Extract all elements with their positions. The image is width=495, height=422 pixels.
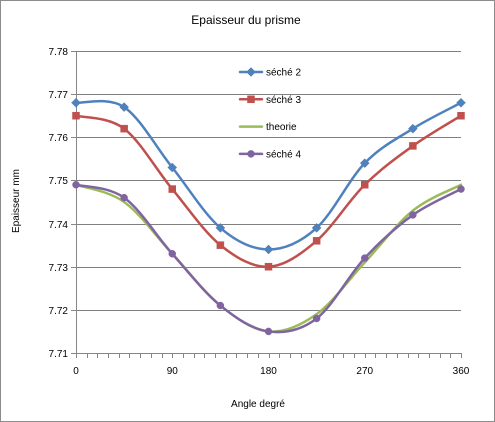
series-seche-4 xyxy=(72,180,465,336)
series-seche-4-point-0 xyxy=(72,180,80,189)
x-tick-label-4: 360 xyxy=(453,366,470,377)
series-seche-4-point-4 xyxy=(264,327,273,336)
y-tick-label-3: 7.74 xyxy=(49,220,69,231)
series-seche-2-point-5 xyxy=(311,223,322,233)
series-seche-2 xyxy=(71,97,466,255)
series-seche-4-point-6 xyxy=(361,254,369,262)
y-axis: 7.71 7.72 7.73 7.74 7.75 7.76 7.77 7.78 xyxy=(49,47,77,360)
x-axis-title: Angle degré xyxy=(231,399,285,410)
legend-marker-seche-2 xyxy=(246,67,256,77)
y-tick-label-0: 7.71 xyxy=(49,349,69,360)
series-seche-3-point-3 xyxy=(216,241,225,249)
y-tick-label-5: 7.76 xyxy=(49,133,69,144)
legend-marker-seche-3 xyxy=(247,95,255,104)
legend-label-seche-2: séché 2 xyxy=(266,68,301,79)
legend-entry-theorie: theorie xyxy=(238,122,297,133)
series-seche-2-point-4 xyxy=(263,244,274,255)
series-seche-2-point-1 xyxy=(119,102,129,112)
series-seche-2-point-6 xyxy=(359,158,370,169)
series-seche-3 xyxy=(72,111,465,271)
series-seche-2-point-2 xyxy=(167,162,178,173)
y-tick-label-4: 7.75 xyxy=(49,176,69,187)
series-seche-4-point-1 xyxy=(120,193,128,202)
series-seche-3-point-1 xyxy=(120,124,128,133)
legend-entry-seche-4: séché 4 xyxy=(238,149,301,160)
series-seche-2-point-3 xyxy=(215,223,226,233)
series-seche-3-point-4 xyxy=(264,262,273,271)
series-seche-2-point-7 xyxy=(408,123,418,134)
chart-title: Epaisseur du prisme xyxy=(191,13,301,27)
legend-entry-seche-3: séché 3 xyxy=(238,95,301,106)
x-tick-label-0: 0 xyxy=(73,366,79,377)
y-tick-label-2: 7.73 xyxy=(49,263,69,274)
legend-label-seche-4: séché 4 xyxy=(266,149,301,160)
series-seche-4-point-2 xyxy=(168,250,176,258)
legend-marker-seche-4 xyxy=(247,150,255,158)
series-seche-3-point-6 xyxy=(361,180,369,189)
x-tick-label-3: 270 xyxy=(356,366,373,377)
series-seche-3-point-8 xyxy=(457,111,465,120)
legend-label-seche-3: séché 3 xyxy=(266,95,301,106)
gridlines xyxy=(76,51,461,311)
plot-series xyxy=(71,97,466,336)
series-seche-4-point-3 xyxy=(216,301,225,310)
y-tick-label-6: 7.77 xyxy=(49,90,69,101)
legend: séché 2 séché 3 theorie séché 4 xyxy=(238,67,301,160)
x-tick-label-1: 90 xyxy=(167,366,179,377)
legend-entry-seche-2: séché 2 xyxy=(238,67,301,79)
series-seche-2-point-8 xyxy=(456,97,466,108)
y-tick-label-7: 7.78 xyxy=(49,47,69,58)
series-seche-3-point-5 xyxy=(312,237,321,245)
series-seche-4-point-7 xyxy=(409,211,417,219)
series-seche-3-point-7 xyxy=(409,142,417,150)
legend-label-theorie: theorie xyxy=(266,122,297,133)
y-tick-label-1: 7.72 xyxy=(49,306,69,317)
series-seche-3-point-2 xyxy=(168,185,176,193)
series-seche-4-point-5 xyxy=(312,314,321,323)
series-seche-2-point-0 xyxy=(71,97,81,108)
y-axis-title: Epaisseur mm xyxy=(11,169,22,233)
x-axis: 0 90 180 270 360 xyxy=(73,353,470,377)
x-tick-label-2: 180 xyxy=(260,366,277,377)
series-seche-4-point-8 xyxy=(457,185,465,193)
series-seche-3-point-0 xyxy=(72,111,80,120)
